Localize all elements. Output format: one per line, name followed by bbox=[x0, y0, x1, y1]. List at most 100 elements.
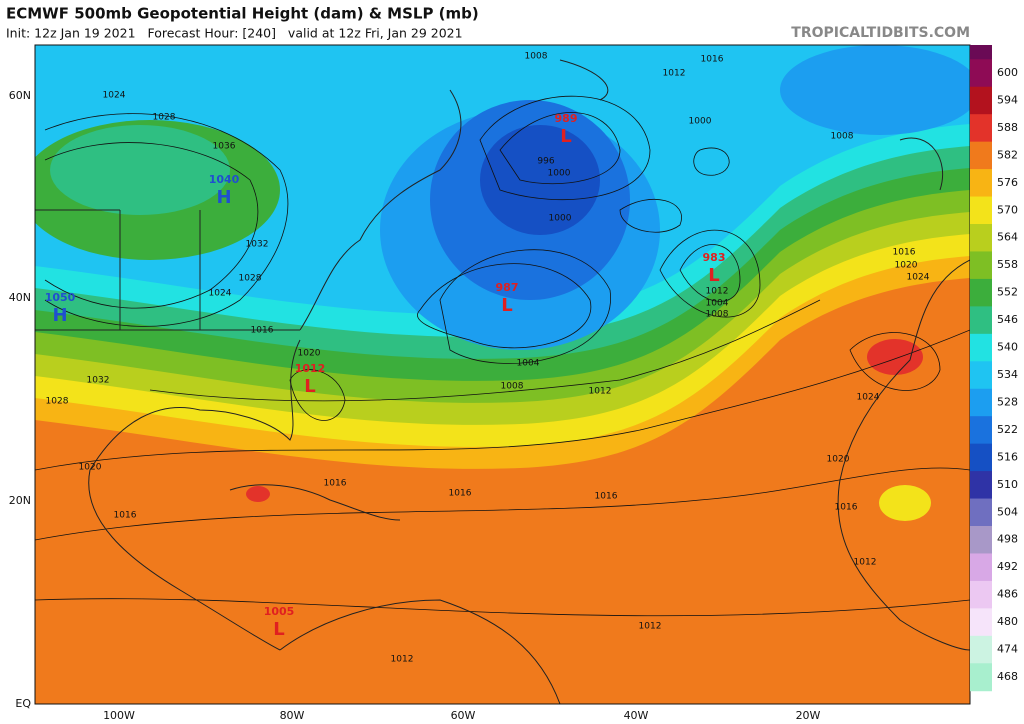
colorbar-cell bbox=[970, 608, 992, 637]
colorbar-cell bbox=[970, 86, 992, 115]
colorbar-cell bbox=[970, 498, 992, 527]
trough bbox=[780, 45, 970, 135]
colorbar-label: 564 bbox=[997, 231, 1018, 244]
lon-label: 60W bbox=[451, 709, 476, 722]
lon-label: 40W bbox=[624, 709, 649, 722]
colorbar-cell bbox=[970, 141, 992, 170]
subtitle: Init: 12z Jan 19 2021 Forecast Hour: [24… bbox=[6, 26, 463, 41]
lat-label: 60N bbox=[9, 89, 31, 102]
pressure-center-value: 989 bbox=[555, 112, 578, 125]
pressure-center-value: 1005 bbox=[264, 605, 295, 618]
isobar-label: 1012 bbox=[854, 558, 877, 568]
isobar-label: 1016 bbox=[324, 479, 347, 489]
isobar-label: 1012 bbox=[391, 655, 414, 665]
colorbar-label: 534 bbox=[997, 368, 1018, 381]
colorbar-label: 498 bbox=[997, 533, 1018, 546]
coastlines bbox=[35, 59, 970, 704]
isobar-label: 1020 bbox=[298, 349, 321, 359]
isobar-label: 1012 bbox=[706, 287, 729, 297]
colorbar-cell bbox=[970, 251, 992, 280]
colorbar-label: 528 bbox=[997, 395, 1018, 408]
isobar-label: 1028 bbox=[239, 274, 262, 284]
colorbar-label: 594 bbox=[997, 93, 1018, 106]
colorbar-cell bbox=[970, 114, 992, 143]
isobar-label: 996 bbox=[537, 157, 554, 167]
isobar-label: 1004 bbox=[517, 359, 540, 369]
isobar-label: 1016 bbox=[449, 489, 472, 499]
colorbar: 600 594 588 582 576 570 564 558 552 546 540 534 528 5… bbox=[970, 45, 1018, 692]
colorbar-label: 516 bbox=[997, 450, 1018, 463]
colorbar-cell bbox=[970, 169, 992, 198]
isobar-label: 1000 bbox=[689, 117, 712, 127]
isobar-label: 1024 bbox=[857, 393, 880, 403]
lat-label: EQ bbox=[15, 697, 31, 710]
colorbar-cell bbox=[970, 443, 992, 472]
colorbar-cell bbox=[970, 59, 992, 88]
isobar-label: 1020 bbox=[827, 455, 850, 465]
colorbar-cell bbox=[970, 471, 992, 500]
isobar-label: 1016 bbox=[595, 492, 618, 502]
isobar-label: 1032 bbox=[246, 240, 269, 250]
pressure-center-value: 1012 bbox=[295, 362, 326, 375]
colorbar-label: 576 bbox=[997, 176, 1018, 189]
isobar-label: 1012 bbox=[589, 387, 612, 397]
isobar-label: 1028 bbox=[153, 113, 176, 123]
isobar-label: 1008 bbox=[525, 52, 548, 62]
lat-label: 20N bbox=[9, 494, 31, 507]
site-credit: TROPICALTIDBITS.COM bbox=[791, 25, 970, 41]
colorbar-cell bbox=[970, 196, 992, 225]
colorbar-label: 582 bbox=[997, 148, 1018, 161]
pressure-center-letter: L bbox=[708, 265, 719, 286]
map bbox=[35, 45, 970, 704]
pressure-center-letter: L bbox=[501, 295, 512, 316]
colorbar-label: 474 bbox=[997, 643, 1018, 656]
isobar-label: 1008 bbox=[501, 382, 524, 392]
colorbar-cell bbox=[970, 635, 992, 664]
colorbar-cell bbox=[970, 361, 992, 390]
colorbar-cell bbox=[970, 580, 992, 609]
colorbar-cell bbox=[970, 333, 992, 362]
colorbar-label: 486 bbox=[997, 588, 1018, 601]
isobar-label: 1016 bbox=[114, 511, 137, 521]
isobars bbox=[35, 95, 970, 617]
lat-label: 40N bbox=[9, 291, 31, 304]
isobar-label: 1016 bbox=[893, 248, 916, 258]
colorbar-label: 492 bbox=[997, 560, 1018, 573]
colorbar-label: 468 bbox=[997, 670, 1018, 683]
isobar-label: 1020 bbox=[895, 261, 918, 271]
pressure-center-letter: H bbox=[216, 187, 231, 208]
pressure-center-value: 1040 bbox=[209, 173, 240, 186]
isobar-label: 1016 bbox=[835, 503, 858, 513]
colorbar-label: 480 bbox=[997, 615, 1018, 628]
ridge bbox=[50, 125, 230, 215]
colorbar-cell bbox=[970, 278, 992, 307]
colorbar-label: 540 bbox=[997, 341, 1018, 354]
warm-core bbox=[867, 339, 923, 375]
colorbar-cell bbox=[970, 416, 992, 445]
isobar-label: 1012 bbox=[663, 69, 686, 79]
colorbar-label: 522 bbox=[997, 423, 1018, 436]
isobar-label: 1024 bbox=[907, 273, 930, 283]
trough bbox=[480, 125, 600, 235]
colorbar-cell bbox=[970, 526, 992, 554]
title: ECMWF 500mb Geopotential Height (dam) & … bbox=[6, 5, 479, 23]
pressure-center-letter: L bbox=[304, 376, 315, 397]
isobar-label: 1024 bbox=[209, 289, 232, 299]
colorbar-cell bbox=[970, 553, 992, 582]
lon-label: 20W bbox=[796, 709, 821, 722]
colorbar-label: 588 bbox=[997, 121, 1018, 134]
colorbar-cell bbox=[970, 388, 992, 417]
colorbar-label: 510 bbox=[997, 478, 1018, 491]
colorbar-cap bbox=[970, 45, 992, 60]
colorbar-label: 600 bbox=[997, 66, 1018, 79]
lon-label: 80W bbox=[280, 709, 305, 722]
colorbar-cell bbox=[970, 663, 992, 692]
warm-spot bbox=[246, 486, 270, 502]
pressure-center-letter: L bbox=[560, 126, 571, 147]
isobar-label: 1008 bbox=[831, 132, 854, 142]
colorbar-label: 552 bbox=[997, 286, 1018, 299]
pressure-center-letter: L bbox=[273, 619, 284, 640]
isobar-label: 1016 bbox=[701, 55, 724, 65]
